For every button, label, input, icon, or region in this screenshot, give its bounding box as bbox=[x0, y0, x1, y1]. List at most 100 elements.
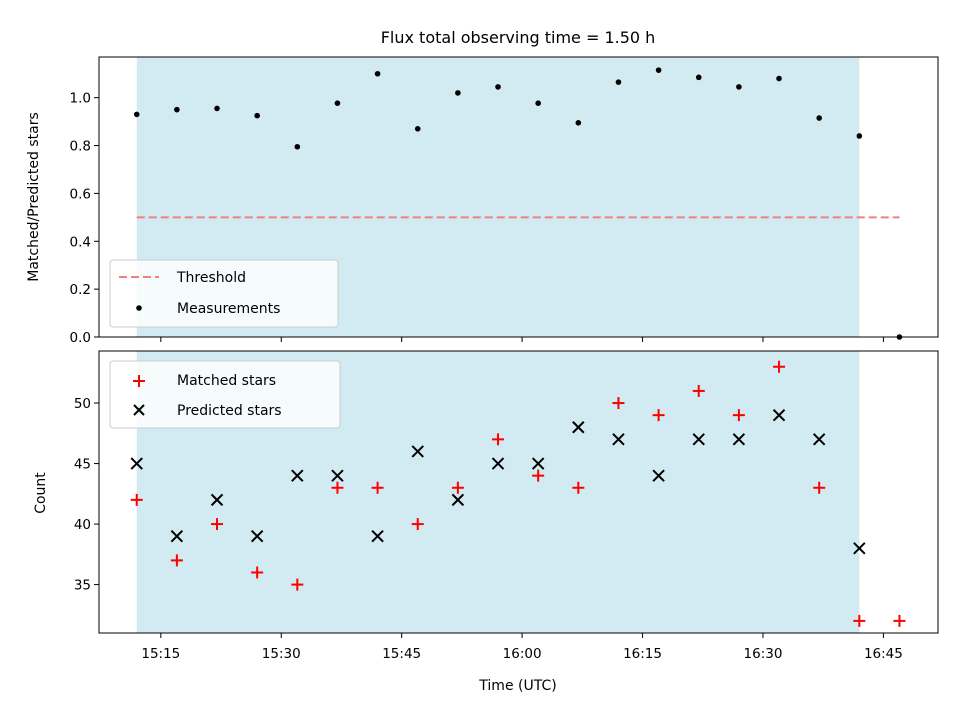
x-axis-label: Time (UTC) bbox=[478, 678, 556, 694]
top-panel: 0.0 0.2 0.4 0.6 0.8 1.0 Matched/Predicted sta… bbox=[26, 56, 939, 346]
matched-star-point bbox=[773, 360, 786, 373]
predicted-star-point bbox=[411, 445, 424, 458]
measurement-point bbox=[133, 111, 140, 118]
measurement-point bbox=[455, 90, 461, 96]
predicted-star-point bbox=[250, 529, 264, 543]
legend-matched-swatch bbox=[133, 375, 145, 387]
matched-star-point bbox=[411, 518, 424, 531]
legend-threshold-label: Threshold bbox=[176, 270, 246, 286]
legend-matched-label: Matched stars bbox=[177, 373, 276, 389]
measurement-point bbox=[856, 133, 863, 139]
matched-star-point bbox=[692, 384, 705, 397]
x-tick-label: 16:15 bbox=[623, 646, 662, 662]
top-x-ticks bbox=[160, 337, 884, 342]
measurement-point bbox=[736, 84, 742, 90]
measurement-point bbox=[535, 100, 541, 106]
x-tick-label: 15:30 bbox=[262, 646, 301, 662]
legend-measurements-swatch bbox=[136, 305, 142, 311]
matched-star-point bbox=[170, 554, 183, 567]
predicted-star-point bbox=[531, 457, 545, 470]
matched-star-point bbox=[211, 518, 224, 531]
predicted-star-point bbox=[130, 457, 143, 470]
matched-star-point bbox=[331, 481, 344, 494]
predicted-star-point bbox=[371, 529, 384, 543]
matched-star-point bbox=[612, 397, 625, 410]
measurement-points bbox=[133, 67, 903, 340]
matched-star-point bbox=[732, 409, 745, 422]
star-count-points bbox=[130, 360, 906, 627]
matched-star-point bbox=[572, 481, 585, 494]
predicted-star-point bbox=[331, 469, 344, 482]
measurement-point bbox=[816, 115, 822, 121]
top-y-tick-label: 0.0 bbox=[70, 330, 91, 346]
measurement-point bbox=[414, 125, 421, 132]
matched-star-point bbox=[532, 469, 545, 482]
measurement-point bbox=[294, 143, 301, 150]
x-tick-label: 16:45 bbox=[864, 646, 903, 662]
matched-star-point bbox=[291, 578, 304, 591]
predicted-star-point bbox=[853, 542, 866, 555]
bottom-y-axis: 35 40 45 50 bbox=[74, 396, 99, 594]
top-y-axis: 0.0 0.2 0.4 0.6 0.8 1.0 bbox=[70, 91, 99, 346]
measurement-point bbox=[695, 74, 702, 81]
top-y-tick-label: 0.2 bbox=[70, 282, 91, 298]
x-tick-label: 15:45 bbox=[382, 646, 421, 662]
bottom-y-tick-label: 50 bbox=[74, 396, 91, 412]
measurement-point bbox=[214, 105, 220, 112]
measurement-point bbox=[174, 106, 180, 113]
predicted-star-point bbox=[652, 469, 665, 482]
top-y-tick-label: 0.4 bbox=[70, 234, 91, 250]
predicted-star-point bbox=[612, 433, 625, 446]
measurement-point bbox=[334, 100, 341, 106]
legend-measurements-label: Measurements bbox=[177, 301, 280, 317]
bottom-y-tick-label: 35 bbox=[74, 578, 91, 594]
matched-star-point bbox=[652, 409, 665, 422]
measurement-point bbox=[655, 67, 662, 73]
top-legend: Threshold Measurements bbox=[109, 259, 339, 328]
measurement-point bbox=[575, 120, 582, 126]
x-tick-label: 15:15 bbox=[141, 646, 180, 662]
bottom-y-tick-label: 45 bbox=[74, 457, 91, 473]
matched-star-point bbox=[492, 433, 505, 446]
matched-star-point bbox=[371, 481, 384, 494]
predicted-star-point bbox=[572, 421, 585, 434]
top-y-tick-label: 0.8 bbox=[70, 139, 91, 155]
bottom-x-axis: 15:15 15:30 15:45 16:00 16:15 16:30 16:45 bbox=[141, 633, 903, 662]
predicted-star-point bbox=[170, 529, 184, 543]
predicted-star-point bbox=[812, 433, 826, 446]
matched-star-point bbox=[893, 614, 906, 627]
top-legend-box bbox=[109, 259, 339, 328]
measurement-point bbox=[615, 79, 622, 85]
bottom-legend: Matched stars Predicted stars bbox=[109, 360, 341, 429]
top-plot-frame bbox=[98, 56, 939, 338]
bottom-y-label: Count bbox=[33, 472, 49, 514]
bottom-plot-frame bbox=[98, 350, 939, 634]
top-y-label: Matched/Predicted stars bbox=[26, 112, 42, 282]
measurement-point bbox=[776, 75, 782, 82]
predicted-star-point bbox=[451, 493, 465, 507]
bottom-legend-box bbox=[109, 360, 341, 429]
predicted-star-point bbox=[692, 433, 705, 446]
matched-star-point bbox=[451, 481, 464, 494]
legend-predicted-swatch bbox=[133, 404, 145, 416]
bottom-y-tick-label: 40 bbox=[74, 517, 91, 533]
matched-star-point bbox=[813, 481, 826, 494]
matched-star-point bbox=[130, 493, 143, 506]
predicted-star-point bbox=[491, 457, 505, 470]
legend-predicted-label: Predicted stars bbox=[177, 403, 282, 419]
predicted-star-point bbox=[732, 433, 746, 446]
measurement-point bbox=[374, 70, 381, 77]
predicted-star-point bbox=[772, 408, 786, 422]
measurement-point bbox=[254, 112, 260, 119]
x-tick-label: 16:30 bbox=[744, 646, 783, 662]
top-y-tick-label: 0.6 bbox=[70, 186, 91, 202]
x-tick-label: 16:00 bbox=[503, 646, 542, 662]
matched-star-point bbox=[853, 614, 866, 627]
predicted-star-point bbox=[291, 469, 304, 482]
measurement-point bbox=[495, 84, 501, 90]
top-y-tick-label: 1.0 bbox=[70, 91, 91, 107]
matched-star-point bbox=[251, 566, 264, 579]
predicted-star-point bbox=[210, 493, 224, 507]
